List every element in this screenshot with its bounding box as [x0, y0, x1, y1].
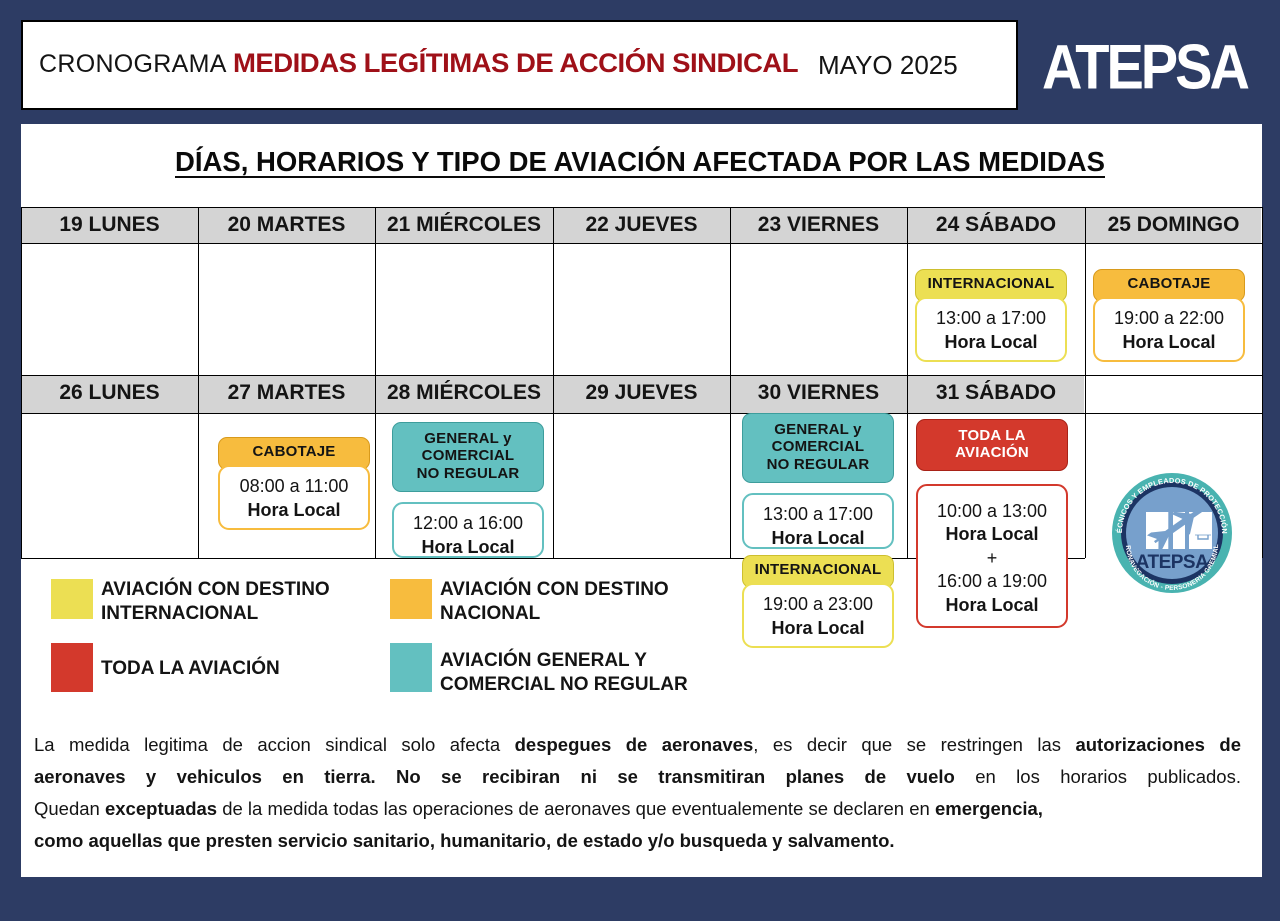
svg-text:ATEPSA: ATEPSA: [1042, 32, 1249, 98]
svg-text:ATEPSA: ATEPSA: [1136, 552, 1209, 573]
